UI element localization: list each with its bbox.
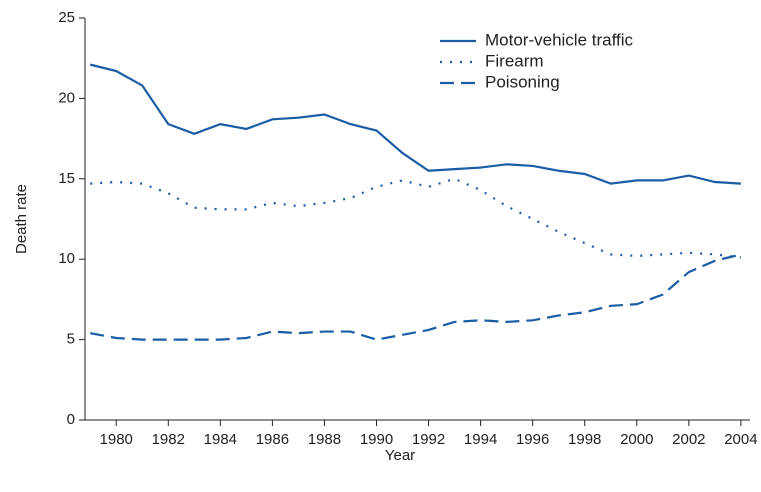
x-tick-label: 1984 <box>204 431 237 448</box>
y-tick-label: 5 <box>67 331 75 348</box>
x-tick-label: 1988 <box>308 431 341 448</box>
x-tick-label: 1992 <box>412 431 445 448</box>
y-tick-label: 10 <box>58 250 75 267</box>
y-axis-label: Death rate <box>13 184 30 254</box>
x-tick-label: 1996 <box>516 431 549 448</box>
y-tick-label: 20 <box>58 89 75 106</box>
x-tick-label: 2000 <box>620 431 653 448</box>
y-tick-label: 0 <box>67 411 75 428</box>
x-axis-label: Year <box>385 447 415 464</box>
x-tick-label: 1980 <box>100 431 133 448</box>
x-tick-label: 2004 <box>724 431 757 448</box>
x-tick-label: 1982 <box>152 431 185 448</box>
x-tick-label: 2002 <box>672 431 705 448</box>
x-tick-label: 1994 <box>464 431 497 448</box>
legend-label: Firearm <box>485 51 544 70</box>
series-line <box>90 253 742 341</box>
legend-label: Motor-vehicle traffic <box>485 30 634 49</box>
legend-label: Poisoning <box>485 72 560 91</box>
y-tick-label: 25 <box>58 9 75 26</box>
y-tick-label: 15 <box>58 170 75 187</box>
series-line <box>89 63 741 185</box>
x-tick-label: 1986 <box>256 431 289 448</box>
x-tick-label: 1990 <box>360 431 393 448</box>
series-line <box>90 177 742 259</box>
x-tick-label: 1998 <box>568 431 601 448</box>
